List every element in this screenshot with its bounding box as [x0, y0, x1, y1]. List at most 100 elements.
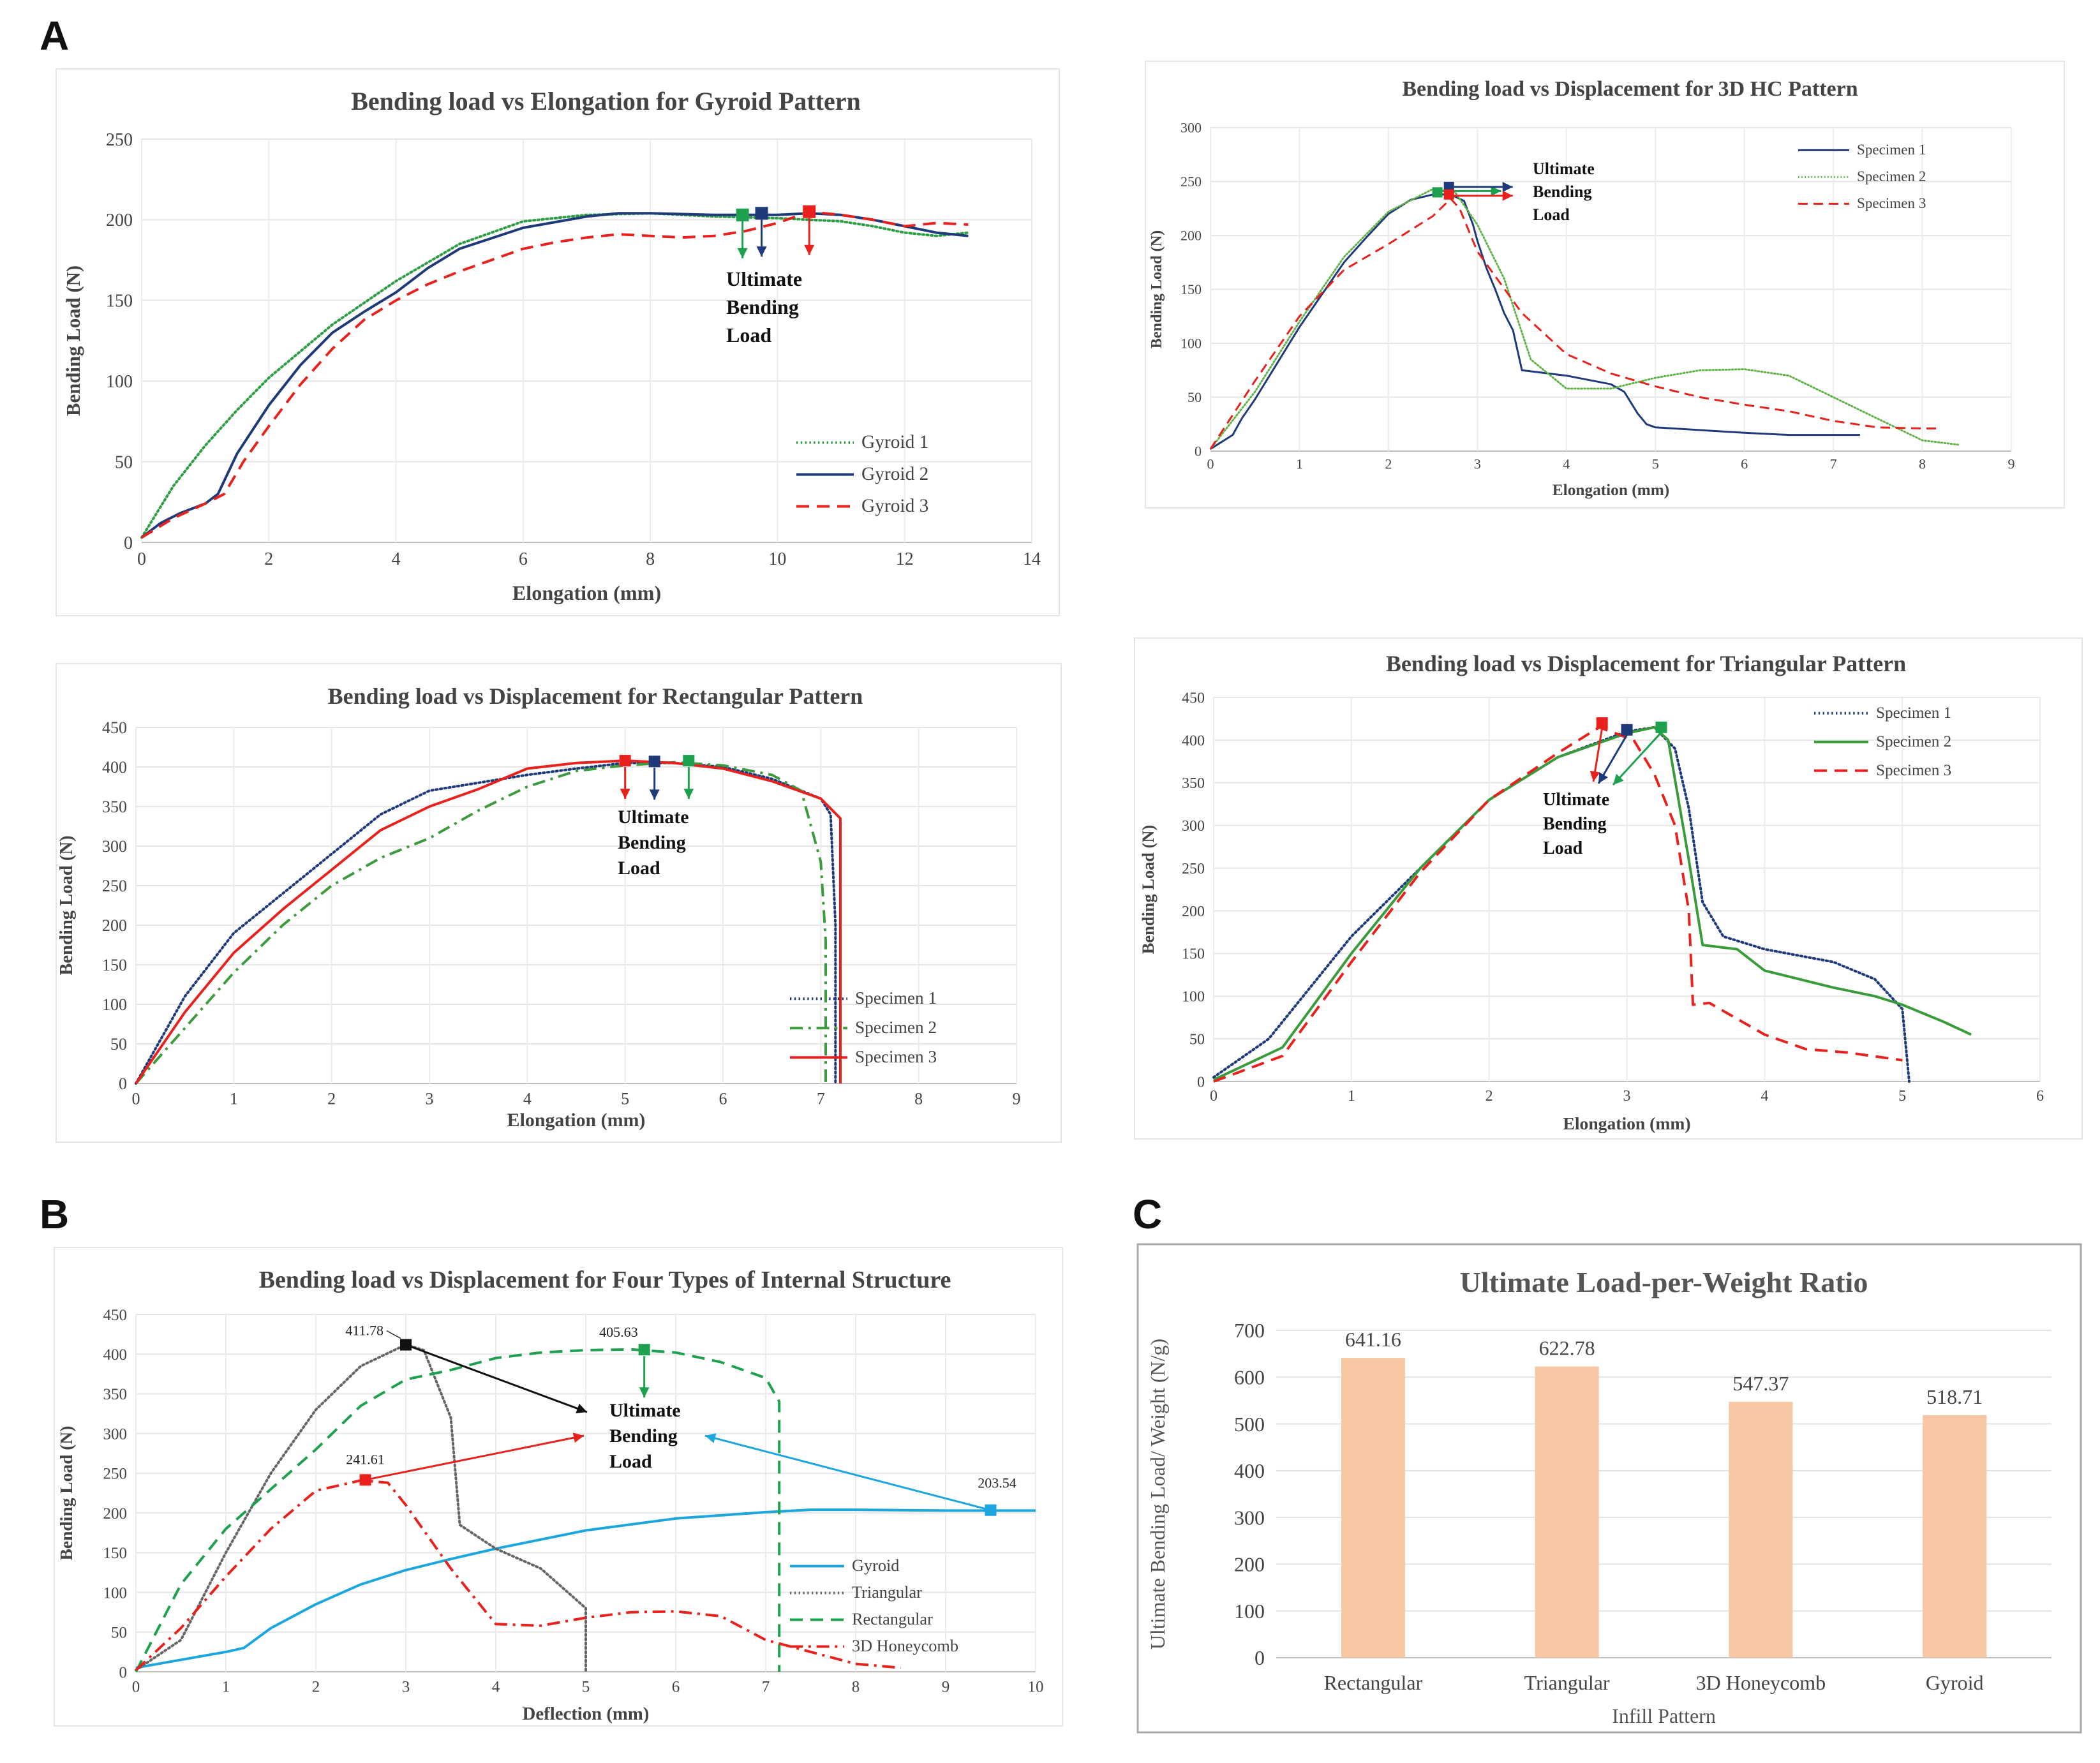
x-tick-label: 6 [672, 1678, 680, 1695]
legend-label: Triangular [852, 1583, 922, 1602]
legend-label: 3D Honeycomb [852, 1637, 958, 1655]
annotation-text: Bending [726, 295, 799, 318]
series-line-rectangular [135, 1348, 781, 1672]
category-label: Gyroid [1926, 1671, 1984, 1694]
y-tick-label: 150 [106, 292, 133, 311]
y-axis-label: Bending Load (N) [56, 1426, 76, 1561]
peak-marker [1596, 717, 1608, 729]
y-tick-label: 300 [102, 837, 127, 856]
arrow-head [1598, 772, 1608, 784]
bar-value-label: 641.16 [1345, 1328, 1401, 1351]
y-tick-label: 100 [102, 995, 127, 1014]
y-tick-label: 350 [103, 1386, 128, 1403]
x-tick-label: 2 [264, 549, 273, 569]
x-tick-label: 6 [719, 1090, 727, 1108]
x-tick-label: 0 [137, 549, 146, 569]
x-tick-label: 2 [1385, 456, 1392, 472]
x-tick-label: 6 [519, 549, 528, 569]
peak-marker [736, 208, 749, 221]
arrow-line [704, 1434, 991, 1512]
series-line-specimen-2 [1213, 725, 1972, 1082]
x-tick-label: 9 [2008, 456, 2015, 472]
x-tick-label: 2 [1486, 1088, 1493, 1105]
y-tick-label: 100 [1234, 1600, 1265, 1623]
chart-title: Bending load vs Displacement for 3D HC P… [1402, 77, 1858, 101]
x-tick-label: 8 [914, 1090, 923, 1108]
series-line-gyroid-3 [140, 210, 969, 539]
x-tick-label: 3 [402, 1678, 410, 1695]
y-tick-label: 400 [1234, 1459, 1265, 1482]
x-tick-label: 4 [392, 549, 401, 569]
bar-gyroid [1923, 1415, 1987, 1658]
arrow-head [804, 244, 815, 255]
y-tick-label: 400 [103, 1346, 128, 1364]
x-tick-label: 5 [1652, 456, 1659, 472]
panel-letter-b: B [40, 1191, 69, 1237]
arrow-head [1590, 770, 1600, 782]
peak-marker [400, 1339, 412, 1351]
x-tick-label: 0 [132, 1090, 140, 1108]
x-tick-label: 5 [582, 1678, 590, 1695]
arrow-head [756, 246, 767, 257]
y-tick-label: 450 [1182, 690, 1205, 706]
x-tick-label: 8 [646, 549, 655, 569]
x-tick-label: 8 [1919, 456, 1926, 472]
y-tick-label: 350 [102, 798, 127, 816]
x-tick-label: 3 [426, 1090, 434, 1108]
y-tick-label: 0 [119, 1075, 127, 1093]
y-tick-label: 50 [110, 1035, 127, 1053]
annotation-text: Ultimate [609, 1400, 681, 1421]
series-line-gyroid-1 [140, 212, 970, 539]
chart-title: Bending load vs Displacement for Four Ty… [259, 1267, 951, 1293]
series-line-specimen-3 [1209, 198, 1940, 450]
y-tick-label: 150 [1182, 946, 1205, 963]
y-tick-label: 600 [1234, 1365, 1265, 1388]
y-tick-label: 300 [1234, 1506, 1265, 1529]
arrow-head [705, 1433, 717, 1443]
y-tick-label: 200 [1234, 1553, 1265, 1576]
peak-marker [1432, 187, 1443, 198]
y-tick-label: 150 [1180, 281, 1202, 297]
annotation-text: Bending [1543, 814, 1607, 834]
chart-four: 0 50 100 150 200 250 300 350 400 450 0 1 2 3 4 5 6 7 8 9 10 B… [56, 1267, 1044, 1724]
y-tick-label: 400 [1182, 733, 1205, 749]
y-axis-label: Bending Load (N) [1148, 230, 1165, 348]
y-tick-label: 250 [1182, 861, 1205, 877]
arrow-head [1502, 181, 1513, 192]
y-axis-label: Bending Load (N) [1138, 825, 1158, 954]
legend-label: Specimen 3 [855, 1047, 937, 1066]
legend-label: Specimen 3 [1857, 195, 1926, 211]
series-line-gyroid [135, 1508, 1036, 1669]
annotation-text: Load [618, 858, 660, 879]
x-tick-label: 1 [1296, 456, 1303, 472]
peak-marker [1621, 724, 1633, 736]
y-tick-label: 250 [106, 130, 133, 150]
panel-a4-frame [1134, 637, 2083, 1140]
x-tick-label: 10 [768, 549, 786, 569]
x-tick-label: 4 [492, 1678, 500, 1695]
value-label: 405.63 [599, 1324, 638, 1340]
legend-label: Specimen 3 [1876, 762, 1951, 779]
x-axis-label: Elongation (mm) [1553, 481, 1669, 499]
y-tick-label: 0 [1197, 1074, 1205, 1090]
legend-label: Gyroid 3 [861, 496, 928, 516]
legend-label: Gyroid [852, 1556, 899, 1575]
y-axis-label: Bending Load (N) [63, 265, 84, 416]
x-tick-label: 1 [230, 1090, 238, 1108]
chart-title: Bending load vs Displacement for Triangu… [1386, 651, 1906, 676]
annotation-text: Ultimate [1533, 160, 1595, 178]
x-tick-label: 0 [1207, 456, 1214, 472]
legend-label: Gyroid 1 [861, 432, 928, 452]
legend-label: Gyroid 2 [861, 464, 928, 484]
leader-line [386, 1330, 401, 1339]
chart-title: Bending load vs Displacement for Rectang… [328, 683, 863, 709]
arrow-head [737, 248, 748, 258]
y-tick-label: 100 [103, 1584, 128, 1602]
annotation-text: Ultimate [618, 807, 689, 828]
chart-tri: 0 50 100 150 200 250 300 350 400 450 0 1 2 3 4 5 6 Bendin… [1138, 651, 2044, 1133]
x-tick-label: 0 [1210, 1088, 1218, 1105]
value-label: 203.54 [978, 1475, 1016, 1491]
annotation-text: Ultimate [1543, 790, 1609, 810]
y-tick-label: 400 [102, 758, 127, 777]
